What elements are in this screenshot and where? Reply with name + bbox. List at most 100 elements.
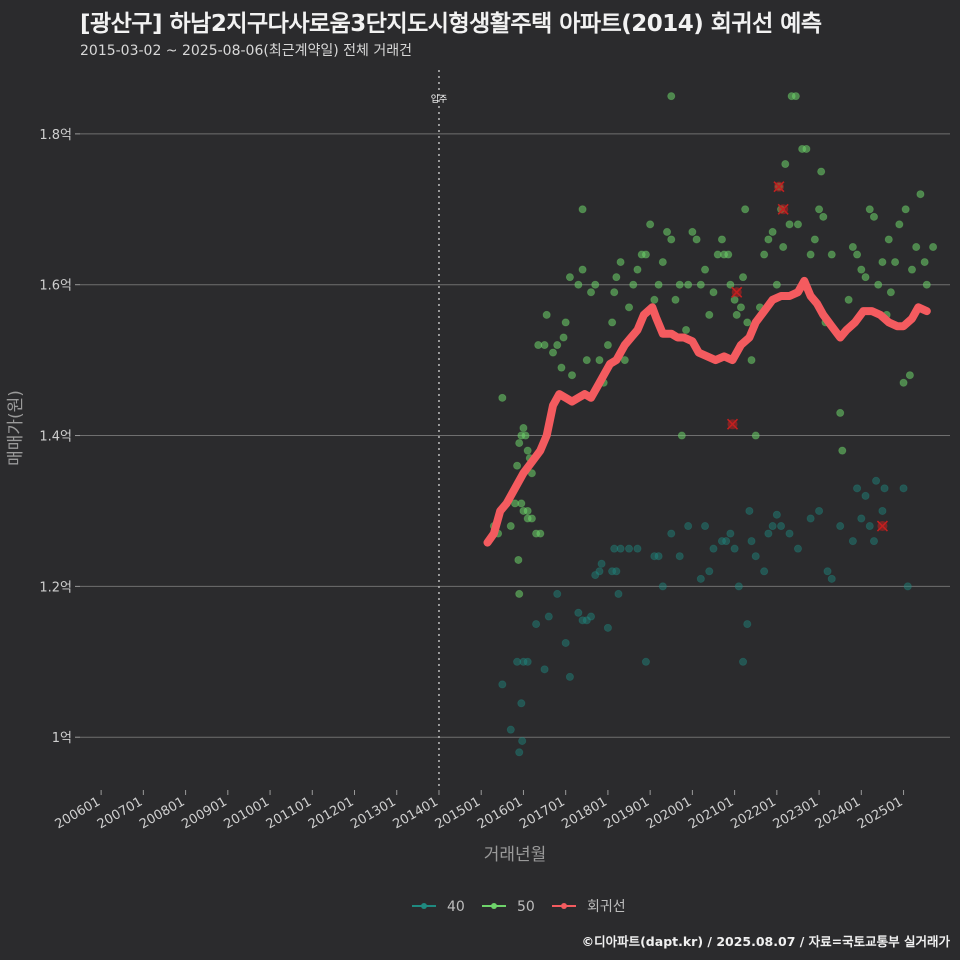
series-50-point: [891, 258, 900, 267]
series-40-point: [654, 552, 663, 561]
cancelled-markers: [726, 181, 888, 532]
series-50-point: [658, 258, 667, 267]
series-50-point: [922, 280, 931, 289]
series-40-point: [684, 522, 693, 531]
series-50-point: [705, 310, 714, 319]
series-50-point: [747, 356, 756, 365]
series-40-point: [772, 510, 781, 519]
series-50-point: [781, 160, 790, 169]
legend-item-2: 50: [482, 899, 535, 915]
series-50-point: [663, 227, 672, 236]
series-40-point: [745, 506, 754, 515]
series-40-point: [565, 672, 574, 681]
x-tick-label: 201601: [475, 794, 525, 832]
series-50-point: [743, 318, 752, 327]
series-50-point: [542, 310, 551, 319]
series-40-point: [517, 699, 526, 708]
series-50-point: [732, 310, 741, 319]
series-50-point: [838, 446, 847, 455]
series-50-point: [641, 250, 650, 259]
series-40-point: [701, 522, 710, 531]
x-tick-label: 201501: [433, 794, 483, 832]
series-50-point: [709, 288, 718, 297]
series-50-points: [489, 92, 938, 598]
series-50-point: [582, 356, 591, 365]
series-50-point: [684, 280, 693, 289]
series-40-point: [869, 537, 878, 546]
series-40-point: [823, 567, 832, 576]
series-40-point: [641, 657, 650, 666]
x-tick-label: 202001: [644, 794, 694, 832]
chart-title: [광산구] 하남2지구다사로움3단지도시형생활주택 아파트(2014) 회귀선 …: [80, 11, 822, 37]
x-tick-label: 201701: [517, 794, 567, 832]
series-40-point: [815, 506, 824, 515]
series-40-point: [880, 484, 889, 493]
series-50-point: [498, 393, 507, 402]
series-50-point: [827, 250, 836, 259]
series-50-point: [654, 280, 663, 289]
series-50-point: [741, 205, 750, 214]
series-50-point: [574, 280, 583, 289]
series-40-point: [865, 522, 874, 531]
series-40-point: [610, 544, 619, 553]
series-40-point: [561, 638, 570, 647]
series-50-point: [895, 220, 904, 229]
series-40-point: [616, 544, 625, 553]
series-50-point: [905, 371, 914, 380]
series-50-point: [612, 273, 621, 282]
series-50-point: [625, 303, 634, 312]
cancelled-marker-x: [726, 418, 739, 430]
y-tick-label: 1.6억: [39, 279, 72, 294]
series-50-point: [907, 265, 916, 274]
series-40-point: [764, 529, 773, 538]
series-50-point: [899, 378, 908, 387]
gridlines: [80, 133, 950, 738]
series-50-point: [513, 461, 522, 470]
series-50-point: [620, 356, 629, 365]
series-40-point: [793, 544, 802, 553]
series-50-point: [701, 265, 710, 274]
cancelled-marker: [777, 203, 789, 215]
y-tick-label: 1.2억: [39, 580, 72, 595]
series-50-point: [557, 363, 566, 372]
series-50-point: [739, 273, 748, 282]
series-40-point: [608, 567, 617, 576]
series-50-point: [514, 555, 523, 564]
legend-item-1: 40: [412, 899, 465, 915]
series-40-point: [591, 571, 600, 580]
series-50-point: [806, 250, 815, 259]
series-50-point: [646, 220, 655, 229]
series-50-point: [610, 288, 619, 297]
series-50-point: [568, 371, 577, 380]
x-tick-label: 202301: [771, 794, 821, 832]
series-50-point: [912, 242, 921, 251]
series-40-point: [853, 484, 862, 493]
chart-subtitle: 2015-03-02 ~ 2025-08-06(최근계약일) 전체 거래건: [80, 43, 412, 59]
series-40-point: [658, 582, 667, 591]
x-tick-label: 200701: [95, 794, 145, 832]
series-40-point: [614, 589, 623, 598]
y-axis-title: 매매가(원): [6, 390, 26, 466]
series-50-point: [844, 295, 853, 304]
series-50-point: [696, 280, 705, 289]
series-40-point: [574, 608, 583, 617]
y-tick-label: 1.4억: [39, 430, 72, 445]
series-50-point: [916, 190, 925, 199]
series-40-point: [518, 736, 527, 745]
series-50-point: [817, 167, 826, 176]
series-50-point: [793, 220, 802, 229]
series-40-point: [785, 529, 794, 538]
series-40-point: [717, 537, 726, 546]
series-50-point: [692, 235, 701, 244]
series-50-point: [768, 227, 777, 236]
series-40-point: [506, 725, 515, 734]
series-50-point: [688, 227, 697, 236]
series-50-point: [772, 280, 781, 289]
x-tick-label: 201001: [222, 794, 272, 832]
series-50-point: [650, 295, 659, 304]
y-tick-label: 1.8억: [39, 128, 72, 143]
series-50-point: [671, 295, 680, 304]
cancelled-marker: [876, 520, 888, 532]
cancelled-marker-x: [731, 286, 743, 298]
series-40-point: [751, 552, 760, 561]
